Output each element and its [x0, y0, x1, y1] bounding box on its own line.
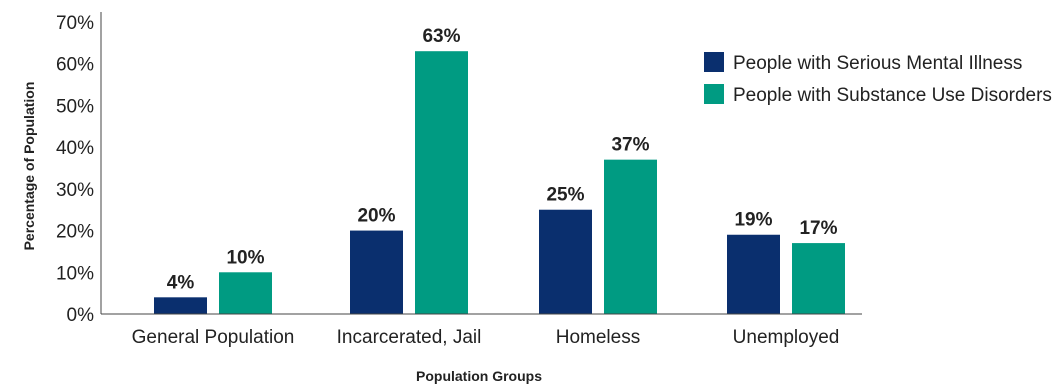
x-category-label: Unemployed	[733, 327, 840, 348]
y-tick-label: 30%	[56, 180, 94, 201]
y-tick-label: 60%	[56, 55, 94, 76]
bar-data-label: 19%	[734, 210, 772, 231]
bar-data-label: 20%	[357, 206, 395, 227]
y-tick-label: 20%	[56, 222, 94, 243]
bar-data-label: 37%	[611, 135, 649, 156]
y-axis: 0% 10% 20% 30% 40% 50% 60% 70%	[56, 12, 102, 326]
y-tick-label: 40%	[56, 138, 94, 159]
y-tick-label: 50%	[56, 96, 94, 117]
bar-data-label: 25%	[546, 185, 584, 206]
y-tick-label: 10%	[56, 263, 94, 284]
x-axis-title: Population Groups	[416, 368, 542, 384]
legend-swatch	[704, 52, 724, 72]
x-category-label: Homeless	[556, 327, 640, 348]
x-category-label: Incarcerated, Jail	[337, 327, 482, 348]
y-tick-label: 70%	[56, 13, 94, 34]
bar	[539, 209, 592, 314]
bar-data-label: 63%	[422, 26, 460, 47]
legend: People with Serious Mental Illness People…	[704, 52, 1052, 106]
bar	[604, 159, 657, 314]
bar-data-label: 10%	[226, 247, 264, 268]
y-tick-label: 0%	[67, 305, 95, 326]
bar	[154, 297, 207, 314]
x-category-label: General Population	[132, 327, 295, 348]
bar	[415, 51, 468, 314]
bar	[350, 230, 403, 314]
bar-data-label: 17%	[799, 218, 837, 239]
bar	[219, 272, 272, 314]
legend-label: People with Serious Mental Illness	[733, 53, 1022, 74]
legend-swatch	[704, 84, 724, 104]
x-axis: General Population Incarcerated, Jail Home…	[101, 313, 862, 348]
y-axis-title: Percentage of Population	[21, 82, 37, 251]
bar	[792, 243, 845, 314]
bar-data-label: 4%	[167, 272, 195, 293]
legend-label: People with Substance Use Disorders	[733, 85, 1052, 106]
bars-group: 4% 10% 20% 63% 25% 37% 19% 17%	[154, 26, 845, 314]
bar	[727, 234, 780, 314]
